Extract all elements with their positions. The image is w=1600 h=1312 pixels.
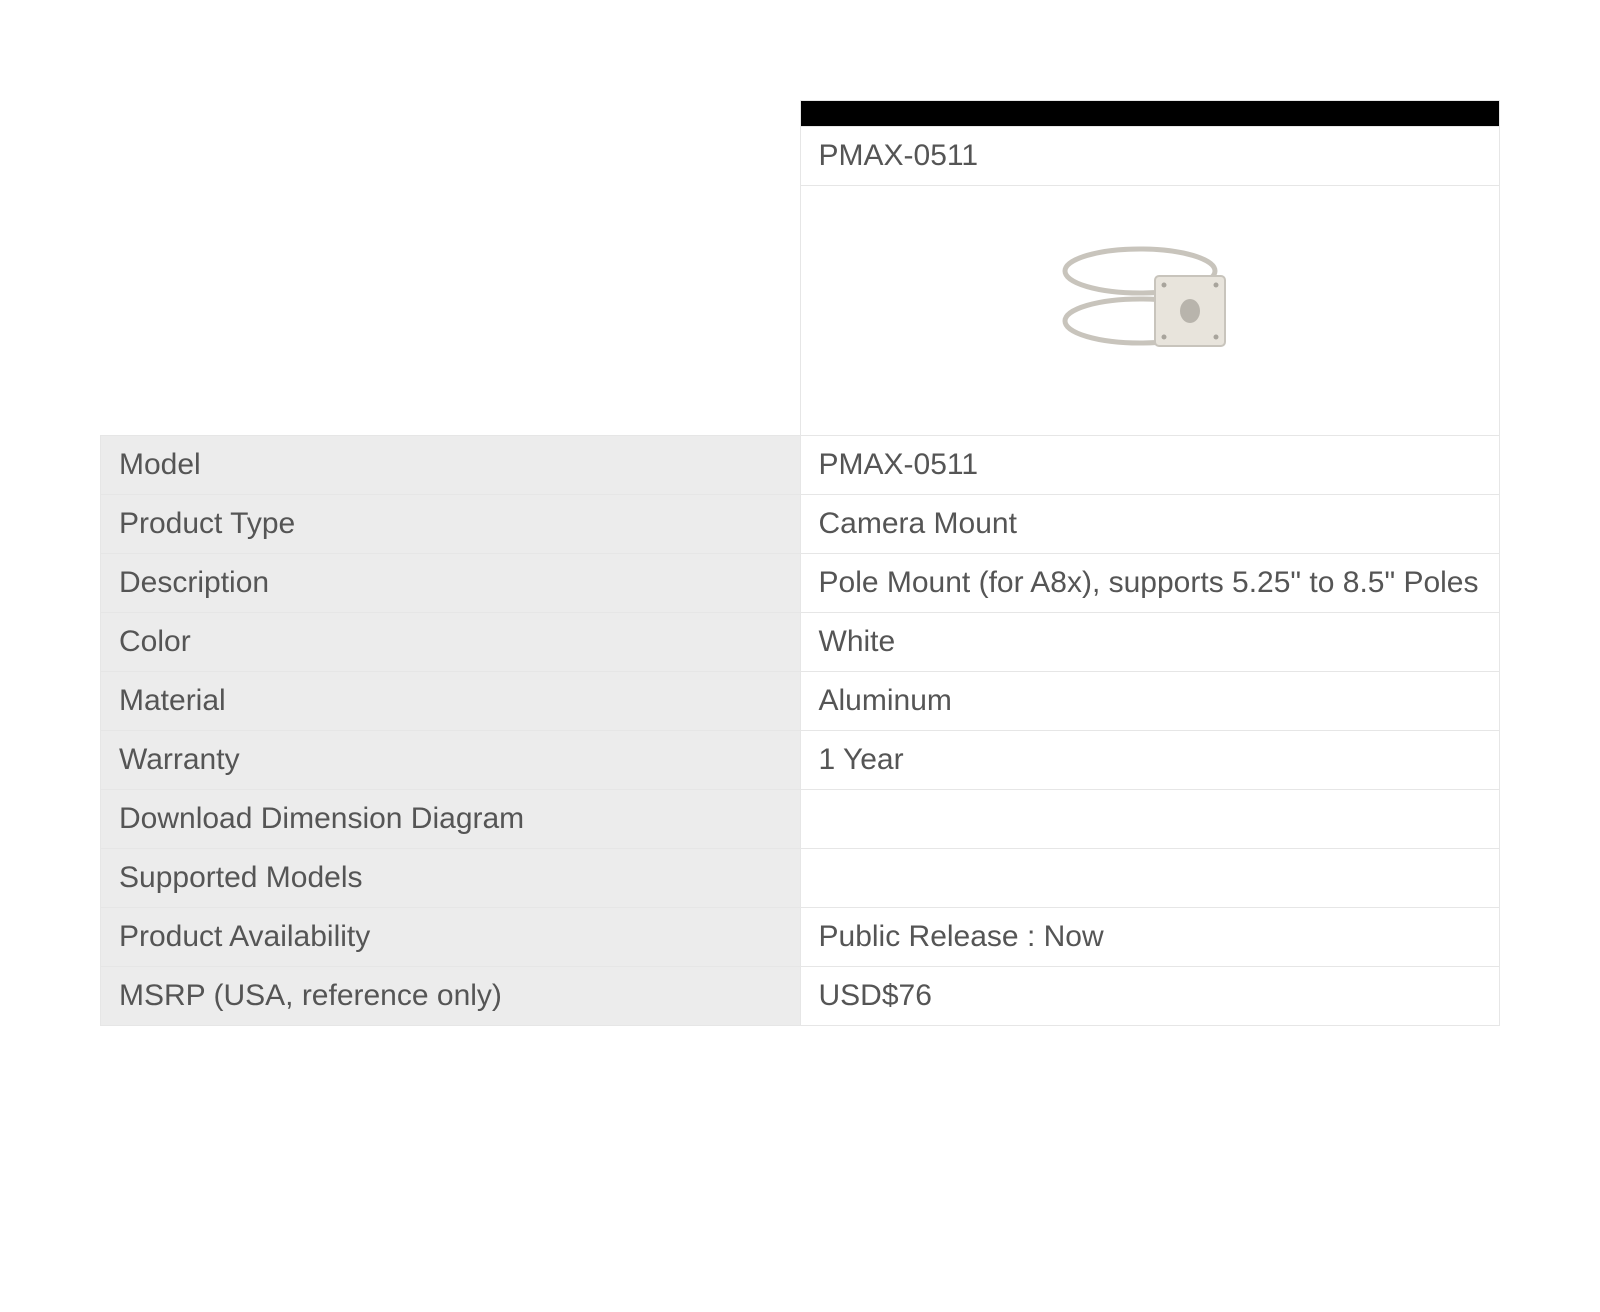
header-black-row: [101, 101, 1500, 127]
table-row: MSRP (USA, reference only) USD$76: [101, 967, 1500, 1026]
product-title: PMAX-0511: [800, 127, 1500, 186]
empty-cell: [101, 101, 801, 127]
row-value: USD$76: [800, 967, 1500, 1026]
row-value: Pole Mount (for A8x), supports 5.25" to …: [800, 554, 1500, 613]
table-row: Supported Models: [101, 849, 1500, 908]
row-value: White: [800, 613, 1500, 672]
table-row: Warranty 1 Year: [101, 731, 1500, 790]
page: PMAX-0511: [0, 0, 1600, 1026]
row-value: Aluminum: [800, 672, 1500, 731]
row-label: Product Availability: [101, 908, 801, 967]
table-row: Material Aluminum: [101, 672, 1500, 731]
table-row: Product Type Camera Mount: [101, 495, 1500, 554]
table-row: Description Pole Mount (for A8x), suppor…: [101, 554, 1500, 613]
pole-mount-icon: [1040, 226, 1260, 396]
table-row: Color White: [101, 613, 1500, 672]
product-image-cell: [800, 186, 1500, 436]
table-row: Download Dimension Diagram: [101, 790, 1500, 849]
title-row: PMAX-0511: [101, 127, 1500, 186]
black-bar: [800, 101, 1500, 127]
row-value: PMAX-0511: [800, 436, 1500, 495]
row-label: Color: [101, 613, 801, 672]
image-row: [101, 186, 1500, 436]
empty-cell: [101, 186, 801, 436]
row-value: Camera Mount: [800, 495, 1500, 554]
spec-table: PMAX-0511: [100, 100, 1500, 1026]
table-row: Model PMAX-0511: [101, 436, 1500, 495]
row-label: MSRP (USA, reference only): [101, 967, 801, 1026]
table-row: Product Availability Public Release : No…: [101, 908, 1500, 967]
row-label: Download Dimension Diagram: [101, 790, 801, 849]
row-value: Public Release : Now: [800, 908, 1500, 967]
row-label: Product Type: [101, 495, 801, 554]
row-label: Supported Models: [101, 849, 801, 908]
row-value: [800, 849, 1500, 908]
row-value: 1 Year: [800, 731, 1500, 790]
empty-cell: [101, 127, 801, 186]
row-label: Model: [101, 436, 801, 495]
row-label: Warranty: [101, 731, 801, 790]
row-label: Material: [101, 672, 801, 731]
row-label: Description: [101, 554, 801, 613]
row-value: [800, 790, 1500, 849]
